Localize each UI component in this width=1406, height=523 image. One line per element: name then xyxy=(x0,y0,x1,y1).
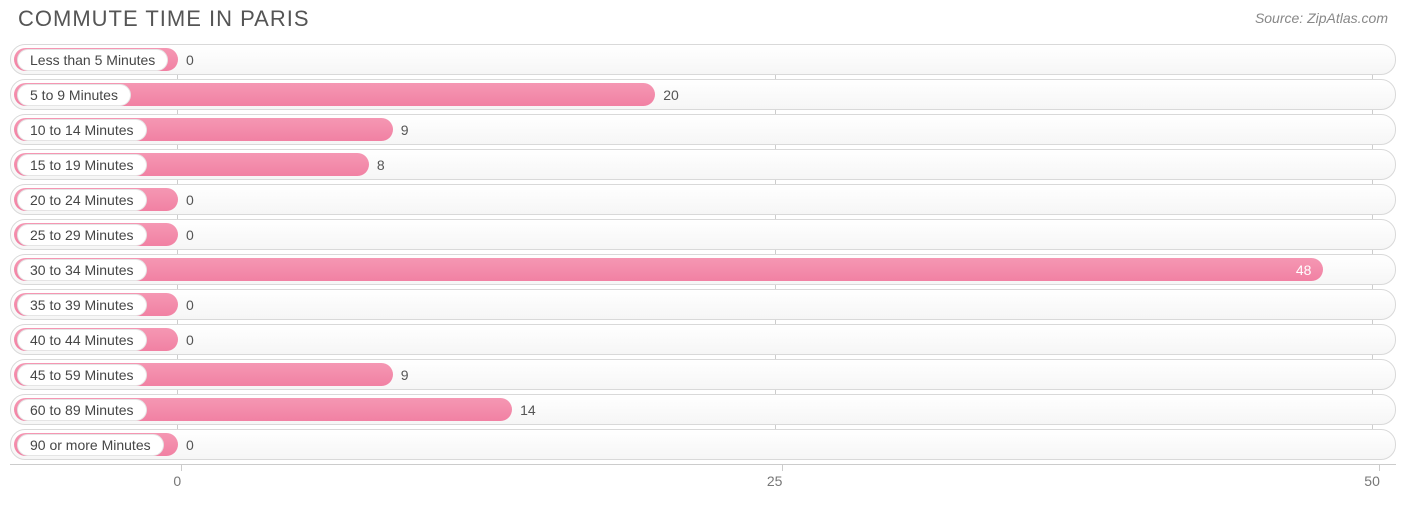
row-value: 0 xyxy=(186,332,194,348)
row-label: 15 to 19 Minutes xyxy=(17,154,147,176)
chart-row: 20 to 24 Minutes 0 xyxy=(10,184,1396,215)
chart-row: 5 to 9 Minutes 20 xyxy=(10,79,1396,110)
chart-rows: Less than 5 Minutes 0 5 to 9 Minutes 20 10 t… xyxy=(10,44,1396,460)
x-tick: 0 xyxy=(177,465,185,489)
row-value: 20 xyxy=(663,87,679,103)
row-label: 45 to 59 Minutes xyxy=(17,364,147,386)
source-prefix: Source: xyxy=(1255,10,1307,26)
chart-bar xyxy=(14,258,1323,281)
chart-row: 35 to 39 Minutes 0 xyxy=(10,289,1396,320)
x-axis: 0 25 50 xyxy=(10,464,1396,492)
tick-mark xyxy=(181,465,182,471)
chart-header: COMMUTE TIME IN PARIS Source: ZipAtlas.c… xyxy=(0,0,1406,36)
tick-label: 50 xyxy=(1364,473,1380,489)
row-label: Less than 5 Minutes xyxy=(17,49,168,71)
chart-row: 40 to 44 Minutes 0 xyxy=(10,324,1396,355)
chart-row: 60 to 89 Minutes 14 xyxy=(10,394,1396,425)
tick-mark xyxy=(1379,465,1380,471)
row-label: 35 to 39 Minutes xyxy=(17,294,147,316)
row-value: 0 xyxy=(186,437,194,453)
row-value: 0 xyxy=(186,227,194,243)
row-label: 25 to 29 Minutes xyxy=(17,224,147,246)
tick-label: 0 xyxy=(173,473,181,489)
row-value: 0 xyxy=(186,52,194,68)
row-label: 5 to 9 Minutes xyxy=(17,84,131,106)
row-label: 10 to 14 Minutes xyxy=(17,119,147,141)
row-label: 20 to 24 Minutes xyxy=(17,189,147,211)
row-value: 0 xyxy=(186,192,194,208)
chart-row: Less than 5 Minutes 0 xyxy=(10,44,1396,75)
tick-label: 25 xyxy=(767,473,783,489)
row-value: 8 xyxy=(377,157,385,173)
row-value: 9 xyxy=(401,367,409,383)
chart-row: 45 to 59 Minutes 9 xyxy=(10,359,1396,390)
row-value: 48 xyxy=(1296,262,1312,278)
row-label: 40 to 44 Minutes xyxy=(17,329,147,351)
row-value: 9 xyxy=(401,122,409,138)
tick-mark xyxy=(782,465,783,471)
row-value: 0 xyxy=(186,297,194,313)
chart-row: 10 to 14 Minutes 9 xyxy=(10,114,1396,145)
chart-row: 25 to 29 Minutes 0 xyxy=(10,219,1396,250)
chart-row: 30 to 34 Minutes 48 xyxy=(10,254,1396,285)
x-tick: 50 xyxy=(1372,465,1388,489)
chart-title: COMMUTE TIME IN PARIS xyxy=(18,6,310,32)
row-value: 14 xyxy=(520,402,536,418)
chart-row: 15 to 19 Minutes 8 xyxy=(10,149,1396,180)
row-label: 30 to 34 Minutes xyxy=(17,259,147,281)
row-label: 90 or more Minutes xyxy=(17,434,164,456)
source-name: ZipAtlas.com xyxy=(1307,10,1388,26)
chart-source: Source: ZipAtlas.com xyxy=(1255,6,1388,26)
x-tick: 25 xyxy=(775,465,791,489)
row-label: 60 to 89 Minutes xyxy=(17,399,147,421)
chart-row: 90 or more Minutes 0 xyxy=(10,429,1396,460)
chart-area: Less than 5 Minutes 0 5 to 9 Minutes 20 10 t… xyxy=(0,36,1406,460)
